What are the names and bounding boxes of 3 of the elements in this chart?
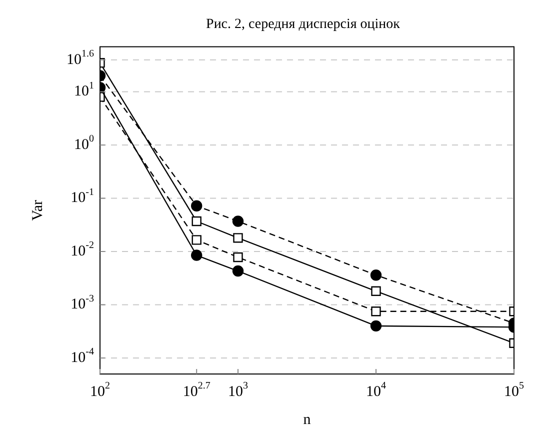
chart-title: Рис. 2, середня дисперсія оцінок bbox=[206, 17, 400, 32]
y-axis-title: Var bbox=[30, 200, 46, 221]
x-axis-title: n bbox=[303, 412, 312, 428]
